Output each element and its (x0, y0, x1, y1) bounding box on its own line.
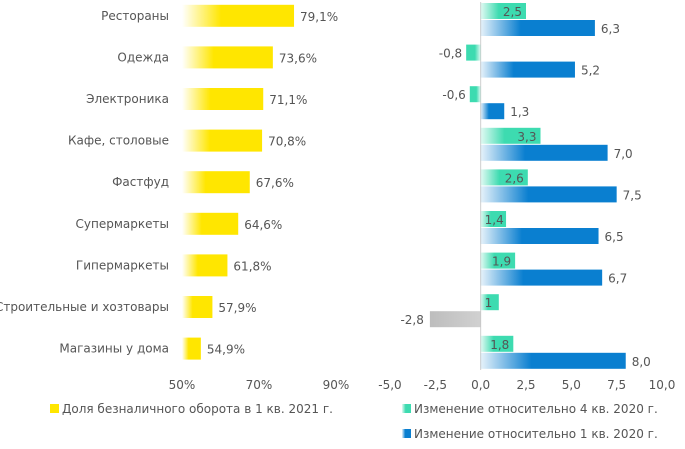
x-tick-label: 5,0 (562, 378, 581, 392)
bar-share (182, 212, 239, 235)
data-label-change-q4: 1 (485, 296, 493, 310)
category-label: Одежда (117, 50, 169, 64)
legend-item-share-swatch (50, 404, 59, 413)
data-label-change-q1: 6,3 (601, 22, 620, 36)
data-label-share: 57,9% (218, 301, 256, 315)
legend: Доля безналичного оборота в 1 кв. 2021 г… (50, 402, 658, 441)
bar-change-q1 (480, 269, 603, 286)
x-tick-label: 10,0 (649, 378, 676, 392)
category-label: Гипермаркеты (76, 258, 169, 272)
data-label-share: 70,8% (268, 135, 306, 149)
x-tick-label: -2,5 (424, 378, 447, 392)
legend-item-change-q4-swatch (402, 404, 411, 413)
data-label-change-q4: 2,5 (503, 5, 522, 19)
bar-change-q4 (480, 211, 507, 227)
x-tick-label: -5,0 (378, 378, 401, 392)
x-tick-label: 7,5 (607, 378, 626, 392)
data-label-share: 64,6% (244, 218, 282, 232)
bar-share (182, 4, 295, 27)
data-label-change-q4: -0,6 (442, 88, 465, 102)
bar-change-q1 (480, 20, 595, 36)
bar-change-q1 (480, 103, 505, 120)
category-label: Кафе, столовые (68, 134, 169, 148)
data-label-change-q1: 7,0 (614, 147, 633, 161)
bar-share (182, 88, 264, 110)
category-label: Фастфуд (112, 175, 169, 189)
left-panel: Рестораны 79,1% Одежда 73,6% Электроника 71,1… (0, 4, 350, 392)
x-tick-label: 0,0 (471, 378, 490, 392)
data-label-change-q1: 6,5 (605, 230, 624, 244)
x-tick-label: 90% (323, 378, 350, 392)
legend-item-change-q1-swatch (402, 429, 411, 438)
data-label-share: 61,8% (233, 259, 271, 273)
bar-share (182, 254, 228, 277)
data-label-change-q1: 5,2 (581, 64, 600, 78)
category-label: Магазины у дома (59, 342, 169, 356)
data-label-change-q4: 2,6 (505, 171, 524, 185)
data-label-change-q1: 6,7 (608, 272, 627, 286)
data-label-change-q1: 7,5 (623, 188, 642, 202)
data-label-change-q1: 8,0 (632, 355, 651, 369)
bar-change-q1 (429, 311, 481, 328)
category-label: Электроника (86, 92, 169, 106)
bar-share (182, 129, 263, 152)
bar-change-q1 (480, 61, 575, 78)
data-label-change-q4: 1,4 (485, 213, 504, 227)
x-tick-label: 2,5 (516, 378, 535, 392)
bar-share (182, 296, 213, 318)
bar-change-q1 (480, 186, 617, 203)
category-label: Строительные и хозтовары (0, 300, 169, 314)
bar-change-q4 (466, 44, 481, 61)
category-label: Супермаркеты (76, 217, 169, 231)
bar-change-q4 (480, 252, 516, 269)
category-label: Рестораны (101, 9, 169, 23)
bar-share (182, 46, 273, 69)
data-label-change-q4: -0,8 (439, 47, 462, 61)
data-label-change-q4: 1,8 (490, 338, 509, 352)
bar-change-q4 (480, 127, 541, 144)
data-label-change-q4: 1,9 (492, 255, 511, 269)
bar-share (182, 337, 201, 360)
legend-item-change-q1-label: Изменение относительно 1 кв. 2020 г. (414, 427, 658, 441)
data-label-change-q1: 1,3 (510, 105, 529, 119)
data-label-share: 73,6% (279, 51, 317, 65)
data-label-change-q1: -2,8 (400, 313, 423, 327)
bar-change-q1 (480, 144, 608, 161)
right-panel: 2,5 6,3 -0,8 5,2 -0,6 1,3 3,3 7,0 2,6 7,5 1,4 6,5 1,… (378, 2, 675, 392)
bar-change-q4 (480, 335, 514, 352)
data-label-change-q4: 3,3 (517, 130, 536, 144)
bar-change-q4 (480, 294, 499, 311)
bar-change-q1 (480, 352, 626, 369)
x-tick-label: 50% (169, 378, 196, 392)
data-label-share: 79,1% (300, 10, 338, 24)
x-tick-label: 70% (246, 378, 273, 392)
bar-change-q1 (480, 228, 599, 244)
data-label-share: 71,1% (269, 93, 307, 107)
bar-change-q4 (480, 169, 528, 186)
legend-item-share-label: Доля безналичного оборота в 1 кв. 2021 г… (62, 402, 333, 416)
bar-share (182, 171, 250, 194)
data-label-share: 54,9% (207, 343, 245, 357)
bar-change-q4 (469, 86, 481, 103)
bar-change-q4 (480, 3, 526, 19)
data-label-share: 67,6% (256, 176, 294, 190)
legend-item-change-q4-label: Изменение относительно 4 кв. 2020 г. (414, 402, 658, 416)
